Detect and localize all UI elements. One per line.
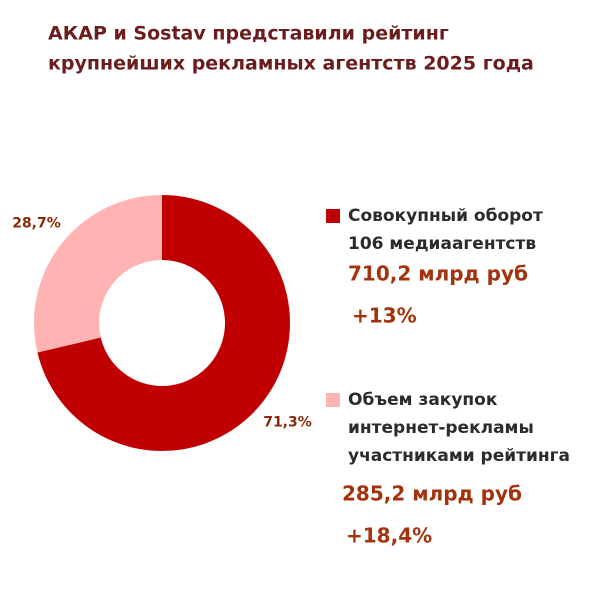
- legend-amount: 285,2 млрд руб: [342, 482, 522, 506]
- legend-label: Совокупный оборот: [348, 206, 543, 226]
- legend-change: +18,4%: [346, 524, 432, 548]
- legend-amount: 710,2 млрд руб: [348, 262, 528, 286]
- pie-slice: [37, 195, 291, 452]
- pie-slice: [34, 195, 162, 353]
- legend-swatch: [326, 209, 340, 223]
- data-label: 28,7%: [12, 216, 61, 232]
- legend-label: Объем закупок: [348, 390, 498, 410]
- data-label: 71,3%: [263, 414, 312, 430]
- legend-change: +13%: [352, 304, 417, 328]
- chart-title: крупнейших рекламных агентств 2025 года: [48, 53, 534, 75]
- legend-label: 106 медиаагентств: [348, 234, 536, 254]
- legend-swatch: [326, 393, 340, 407]
- chart-title: АКАР и Sostav представили рейтинг: [48, 23, 449, 45]
- legend-label: участниками рейтинга: [348, 446, 570, 466]
- legend-label: интернет-рекламы: [348, 418, 534, 438]
